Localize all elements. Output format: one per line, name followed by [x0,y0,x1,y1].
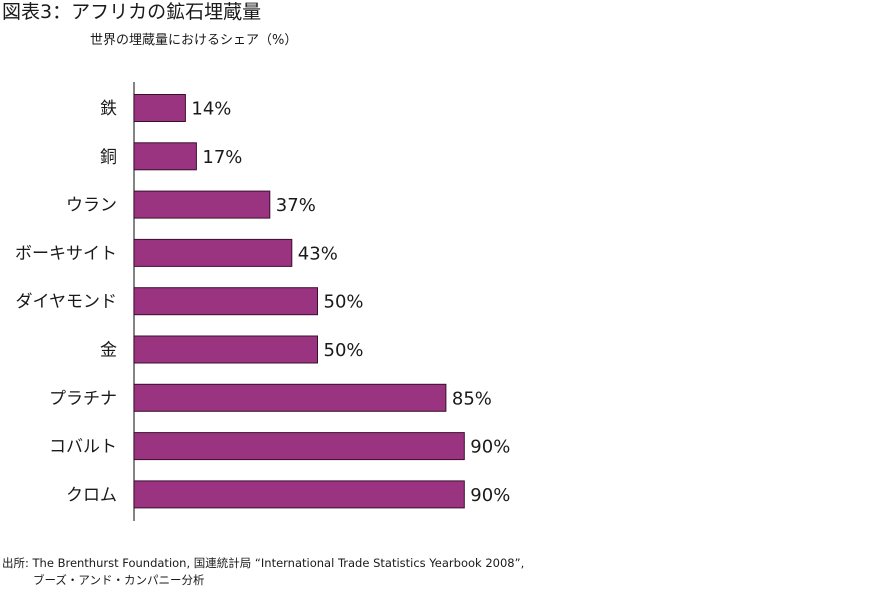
category-label-4: ダイヤモンド [16,292,118,312]
chart-title: 図表3：アフリカの鉱石埋蔵量 [2,1,262,23]
category-label-7: コバルト [49,437,117,457]
category-label-5: 金 [100,341,117,361]
value-label-1: 17% [202,147,242,168]
bar-4 [133,287,318,316]
value-label-3: 43% [298,243,338,264]
value-label-5: 50% [324,340,364,361]
category-label-6: プラチナ [49,389,117,409]
source-note-continued: ブーズ・アンド・カンパニー分析 [33,573,205,587]
bar-8 [133,480,465,509]
category-label-8: クロム [66,485,117,505]
bar-2 [133,190,271,219]
bar-3 [133,238,293,267]
category-label-2: ウラン [66,196,117,216]
bar-0 [133,94,186,122]
value-label-2: 37% [276,195,316,216]
category-label-0: 鉄 [100,99,117,119]
value-label-6: 85% [452,388,492,409]
value-label-8: 90% [470,485,510,506]
value-label-0: 14% [191,99,231,120]
category-label-1: 銅 [100,147,117,167]
value-label-4: 50% [324,292,364,313]
category-label-3: ボーキサイト [15,244,117,264]
source-note: 出所: The Brenthurst Foundation, 国連統計局 “In… [2,556,525,570]
bar-7 [133,432,465,461]
value-label-7: 90% [470,437,510,458]
chart-subtitle: 世界の埋蔵量におけるシェア（%） [90,33,298,48]
bar-6 [133,383,447,412]
bars-layer: 鉄 14% 銅 17% ウラン 37% ボーキサイト 43% ダイヤモンド 50% 金 50% プラチナ… [15,82,510,521]
bar-1 [133,142,197,171]
bar-chart: 鉄 14% 銅 17% ウラン 37% ボーキサイト 43% ダイヤモンド 50% 金 50% プラチナ… [15,82,510,521]
bar-5 [133,335,318,364]
